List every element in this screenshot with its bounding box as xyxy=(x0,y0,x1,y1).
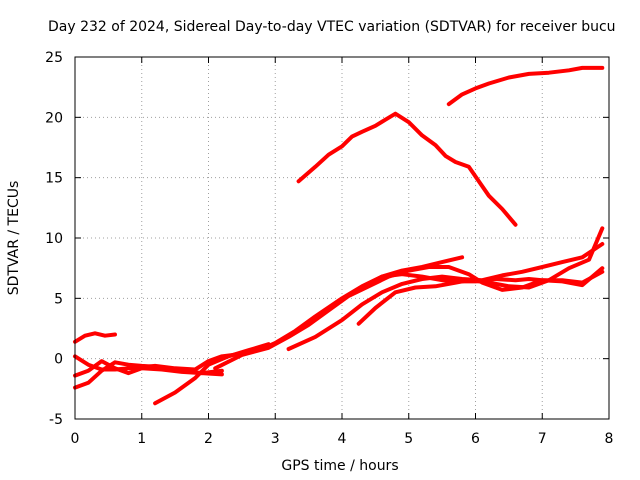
x-tick-label: 6 xyxy=(471,431,480,447)
series-line-track-10 xyxy=(296,111,518,227)
y-tick-label: 10 xyxy=(45,231,63,247)
y-tick-label: 20 xyxy=(45,110,63,126)
x-tick-label: 0 xyxy=(71,431,80,447)
series-line-track-5 xyxy=(153,342,271,406)
x-tick-label: 7 xyxy=(538,431,547,447)
x-tick-label: 1 xyxy=(137,431,146,447)
y-tick-label: 25 xyxy=(45,50,63,66)
x-tick-label: 2 xyxy=(204,431,213,447)
series-line-track-8 xyxy=(356,226,605,326)
series-line-track-11 xyxy=(446,65,605,107)
y-tick-label: 0 xyxy=(54,352,63,368)
x-tick-label: 3 xyxy=(271,431,280,447)
x-tick-label: 4 xyxy=(338,431,347,447)
x-axis-label: GPS time / hours xyxy=(281,458,398,474)
series-line-track-1 xyxy=(73,331,117,344)
series-line-track-7 xyxy=(286,242,605,351)
y-axis-label: SDTVAR / TECUs xyxy=(6,181,22,296)
plot-frame xyxy=(74,56,610,420)
series-line-track-4 xyxy=(73,360,224,390)
y-tick-label: 5 xyxy=(54,291,63,307)
y-tick-label: 15 xyxy=(45,171,63,187)
chart-title: Day 232 of 2024, Sidereal Day-to-day VTE… xyxy=(48,19,616,35)
series-line-track-9 xyxy=(340,255,465,302)
grid-lines xyxy=(75,57,609,419)
tick-labels: 0 1 2 3 4 5 6 7 8 -5 0 5 10 15 20 25 xyxy=(45,50,613,447)
x-tick-label: 5 xyxy=(404,431,413,447)
series-layer xyxy=(73,65,605,406)
x-tick-label: 8 xyxy=(605,431,614,447)
y-tick-label: -5 xyxy=(49,412,63,428)
